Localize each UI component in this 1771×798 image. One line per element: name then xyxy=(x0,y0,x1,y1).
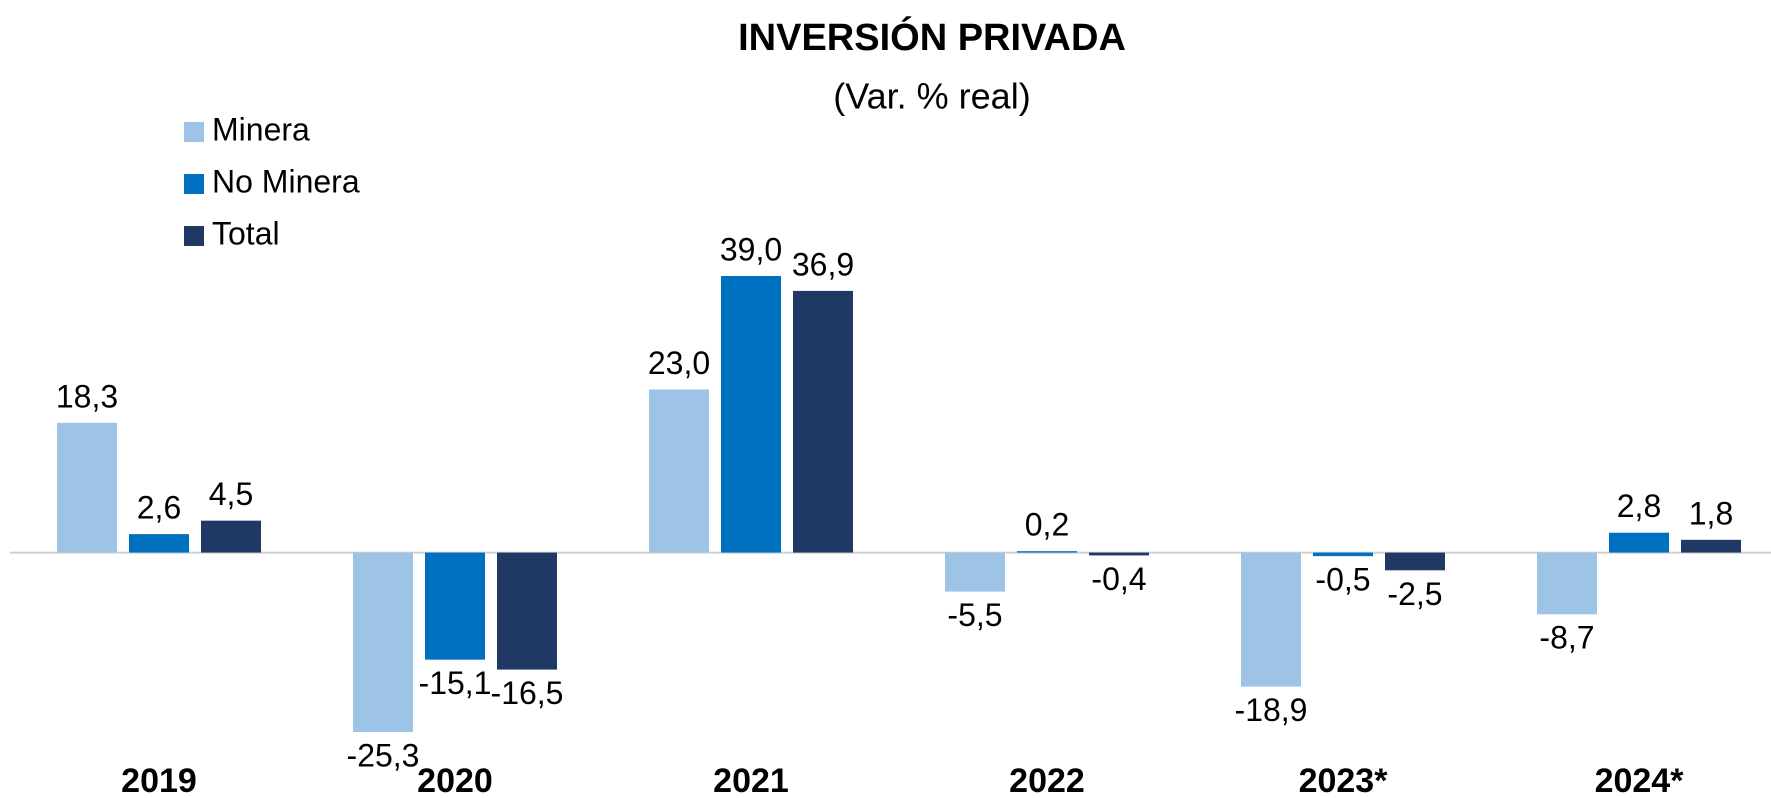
bar xyxy=(1089,552,1149,556)
bar xyxy=(1681,539,1741,553)
value-label: -5,5 xyxy=(947,597,1002,633)
x-tick-label: 2021 xyxy=(713,762,789,798)
bar xyxy=(1537,552,1597,615)
bar xyxy=(201,520,261,553)
value-label: 2,6 xyxy=(137,490,181,526)
value-label: 2,8 xyxy=(1617,488,1661,524)
bar xyxy=(945,552,1005,592)
value-label: 39,0 xyxy=(720,231,782,267)
legend-swatch xyxy=(184,122,204,142)
bar xyxy=(129,534,189,553)
legend-label: Total xyxy=(212,215,280,251)
chart-subtitle: (Var. % real) xyxy=(833,76,1030,117)
bar xyxy=(497,552,557,670)
legend-label: Minera xyxy=(212,111,310,147)
bar xyxy=(1313,552,1373,557)
value-label: -0,5 xyxy=(1315,562,1370,598)
x-tick-label: 2019 xyxy=(121,762,197,798)
value-label: 23,0 xyxy=(648,345,710,381)
bar xyxy=(1609,532,1669,553)
bar xyxy=(1385,552,1445,571)
value-label: 36,9 xyxy=(792,246,854,282)
bar xyxy=(1241,552,1301,687)
x-tick-label: 2022 xyxy=(1009,762,1085,798)
x-tick-label: 2020 xyxy=(417,762,493,798)
value-label: -18,9 xyxy=(1235,692,1308,728)
bar xyxy=(1017,551,1077,553)
value-label: -2,5 xyxy=(1387,576,1442,612)
bar xyxy=(793,290,853,553)
bar xyxy=(425,552,485,660)
value-label: 4,5 xyxy=(209,476,253,512)
value-label: -25,3 xyxy=(347,737,420,773)
x-tick-label: 2024* xyxy=(1595,762,1685,798)
legend-swatch xyxy=(184,226,204,246)
value-label: 18,3 xyxy=(56,378,118,414)
bar xyxy=(721,276,781,553)
value-label: 1,8 xyxy=(1689,495,1733,531)
legend-swatch xyxy=(184,174,204,194)
value-label: 0,2 xyxy=(1025,507,1069,543)
value-label: -8,7 xyxy=(1539,620,1594,656)
value-label: -15,1 xyxy=(419,665,492,701)
bar xyxy=(649,389,709,553)
bar xyxy=(57,422,117,553)
chart-title: INVERSIÓN PRIVADA xyxy=(738,15,1126,59)
bar xyxy=(353,552,413,732)
x-tick-label: 2023* xyxy=(1299,762,1389,798)
value-label: -0,4 xyxy=(1091,561,1146,597)
value-label: -16,5 xyxy=(491,675,564,711)
legend-label: No Minera xyxy=(212,163,360,199)
